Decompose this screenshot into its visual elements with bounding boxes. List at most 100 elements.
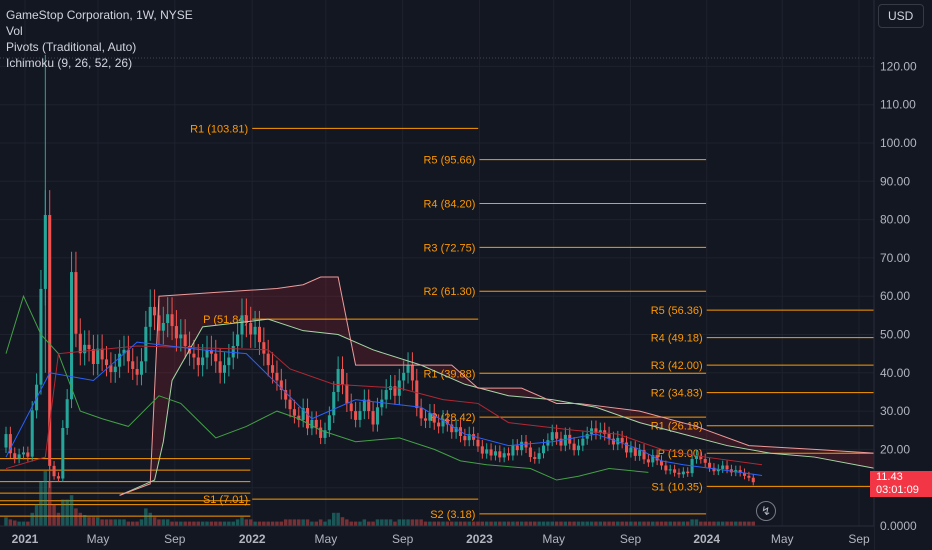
candle-body [21, 452, 26, 455]
volume-bar [707, 521, 712, 526]
candle-body [550, 432, 554, 441]
volume-bar [327, 519, 332, 526]
volume-bar [87, 517, 91, 526]
candle-body [275, 372, 279, 381]
candle-body [262, 342, 266, 354]
volume-bar [253, 521, 257, 526]
candle-body [659, 460, 664, 466]
candle-body [292, 409, 296, 416]
volume-bar [56, 512, 61, 526]
pivot-levels: (17.60)(14.60)(11.60)S (8.59)S (6.59)(5.… [0, 123, 874, 521]
candle-body [271, 365, 275, 373]
volume-bar [458, 521, 463, 526]
volume-bar [113, 519, 117, 526]
volume-bar [231, 521, 235, 526]
candle-body [432, 413, 436, 423]
candle-body [113, 366, 117, 373]
candle-body [559, 438, 563, 446]
volume-bar [445, 521, 450, 526]
lightning-icon[interactable]: ↯ [756, 501, 776, 521]
candle-body [611, 438, 615, 445]
volume-bar [541, 521, 546, 526]
candle-body [515, 445, 519, 451]
volume-bar [637, 521, 642, 526]
candle-body [91, 349, 95, 364]
volume-bar [476, 521, 480, 526]
volume-bar [366, 521, 371, 526]
price-axis[interactable]: 120.00 110.00 100.00 90.00 80.00 70.00 60.00 50… [873, 0, 932, 550]
volume-indicator-label[interactable]: Vol [6, 24, 23, 38]
volume-bar [117, 519, 122, 526]
volume-bar [607, 521, 611, 526]
candle-body [389, 386, 393, 391]
volume-bar [165, 519, 170, 526]
volume-bar [393, 521, 397, 526]
current-price-value: 11.43 [876, 471, 903, 483]
candle-body [454, 427, 458, 433]
volume-bar [130, 521, 135, 526]
candle-body [467, 434, 471, 441]
volume-bar [668, 521, 672, 526]
pivots-indicator-label[interactable]: Pivots (Traditional, Auto) [6, 40, 137, 54]
current-price-tag: 11.43 03:01:09 [870, 471, 932, 497]
volume-bar [318, 519, 323, 526]
candle-body [576, 445, 580, 451]
candle-body [209, 349, 213, 354]
volume-bar [52, 504, 56, 526]
volume-bar [694, 519, 699, 526]
volume-bar [74, 508, 78, 526]
candle-body [393, 386, 397, 396]
candle-body [227, 357, 231, 366]
candle-body [406, 365, 410, 373]
price-tick-label: 70.00 [880, 251, 910, 265]
volume-bar [480, 521, 485, 526]
volume-bar [336, 512, 340, 526]
conversion-line [5, 341, 763, 476]
volume-bar [82, 515, 87, 526]
candle-body [144, 326, 148, 362]
candle-body [476, 439, 480, 447]
volume-bar [100, 519, 104, 526]
volume-bar [126, 521, 131, 526]
volume-bar [441, 521, 445, 526]
candle-body [673, 469, 677, 473]
volume-bar [340, 517, 345, 526]
volume-bar [209, 521, 214, 526]
volume-bar [563, 521, 568, 526]
symbol-title[interactable]: GameStop Corporation, 1W, NYSE [6, 8, 193, 22]
volume-bar [515, 521, 520, 526]
volume-bar [21, 521, 26, 526]
candle-body [537, 453, 541, 459]
volume-bar [502, 521, 506, 526]
volume-bar [651, 521, 655, 526]
volume-bar [646, 521, 651, 526]
candle-body [104, 359, 109, 366]
volume-bar [388, 519, 393, 526]
candle-body [375, 407, 379, 425]
time-axis[interactable]: 2021 May Sep 2022 May Sep 2023 May Sep 2024 May Sep [0, 525, 874, 550]
pivot-label: S1 (10.35) [651, 481, 702, 493]
candle-body [507, 453, 511, 456]
candle-body [310, 419, 314, 429]
candle-body [26, 452, 30, 457]
currency-button[interactable]: USD [878, 4, 924, 28]
candle-body [39, 288, 43, 385]
candle-body [135, 368, 139, 375]
volume-bar [109, 519, 113, 526]
candle-body [314, 419, 318, 428]
candle-body [196, 357, 200, 366]
candle-body [633, 447, 637, 456]
time-tick-label: May [542, 532, 565, 546]
ichimoku-indicator-label[interactable]: Ichimoku (9, 26, 52, 26) [6, 56, 133, 70]
candle-body [170, 314, 174, 327]
candle-body [340, 368, 345, 385]
volume-bar [611, 521, 616, 526]
volume-bar [616, 521, 620, 526]
volume-bar [572, 521, 576, 526]
candle-body [288, 399, 292, 410]
volume-bar [144, 508, 148, 526]
candle-body [498, 451, 502, 458]
candle-body [222, 365, 227, 373]
volume-bar [751, 521, 756, 526]
